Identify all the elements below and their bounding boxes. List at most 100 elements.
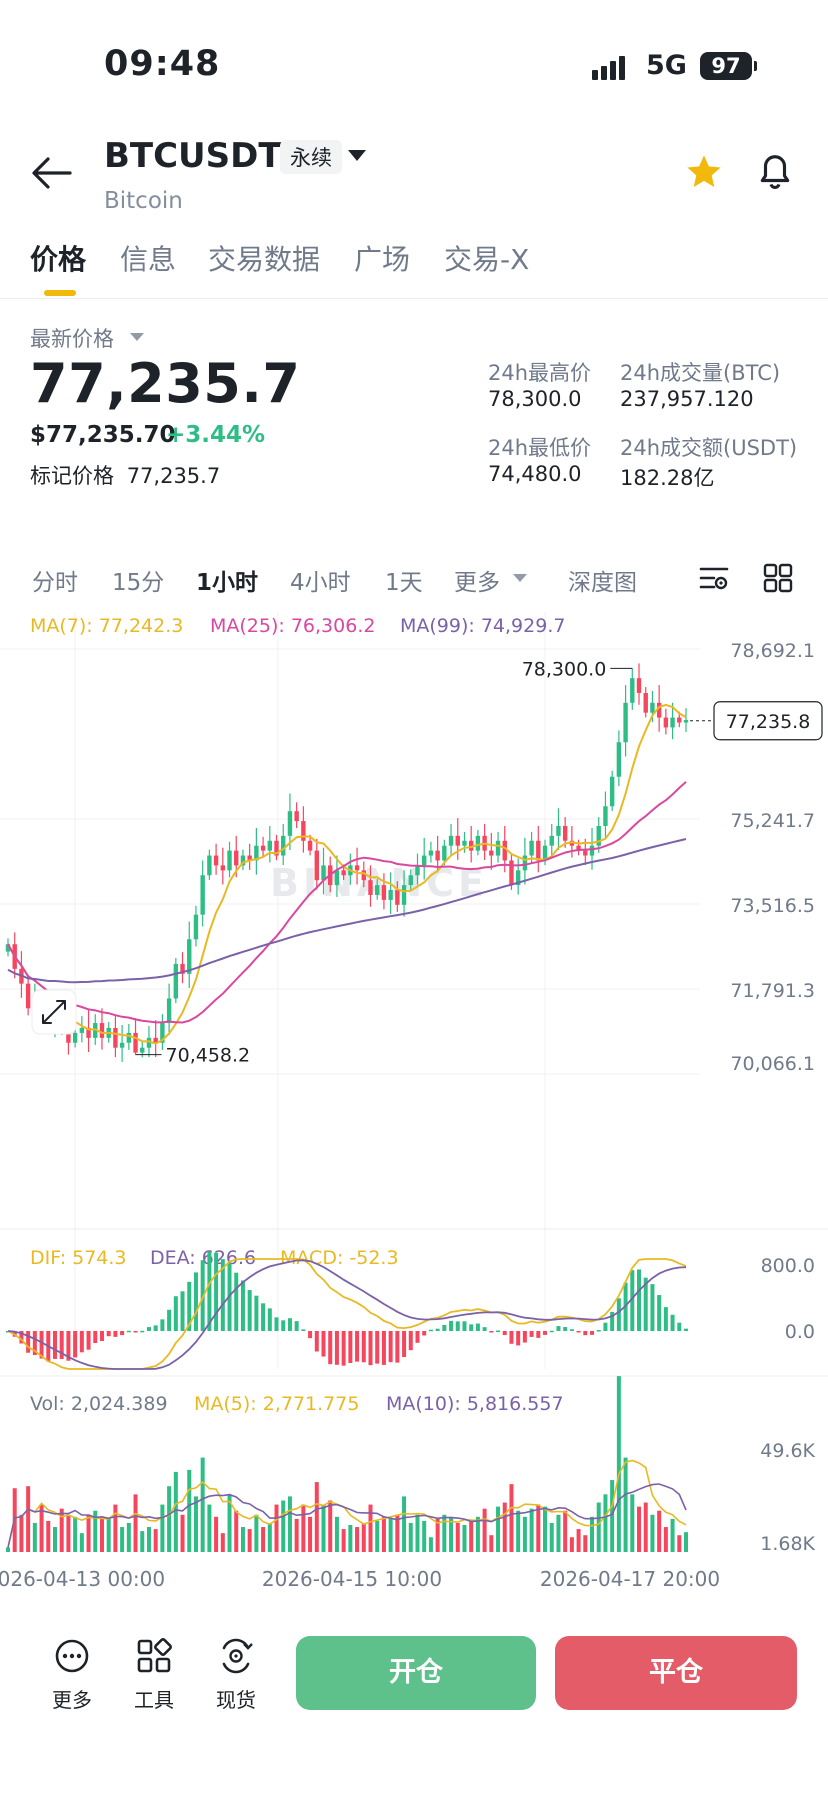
ma25-legend: MA(25): 76,306.2: [210, 615, 375, 637]
timeframe-15m[interactable]: 15分: [112, 570, 165, 596]
candle-body: [556, 825, 561, 836]
candle-body: [616, 742, 622, 777]
candle-body: [428, 850, 434, 856]
open-position-button[interactable]: 开仓: [296, 1636, 536, 1710]
volume-axis-label: 1.68K: [760, 1533, 815, 1555]
dif-line: [7, 1258, 687, 1370]
volume-bar: [173, 1471, 178, 1552]
indicator-settings-icon[interactable]: [698, 562, 730, 594]
volume-bar: [368, 1504, 373, 1552]
candle-body: [193, 914, 199, 940]
macd-histogram-bar: [469, 1324, 474, 1331]
macd-histogram-bar: [19, 1331, 24, 1344]
timeframe-line[interactable]: 分时: [32, 570, 78, 596]
high-value: 78,300.0: [488, 387, 582, 411]
volume-bar: [643, 1502, 648, 1552]
timeframe-4h[interactable]: 4小时: [290, 570, 351, 596]
macd-histogram-bar: [388, 1331, 393, 1363]
volume-bar: [637, 1506, 642, 1552]
candlestick-chart[interactable]: BINANCE MA(7): 77,242.3 MA(25): 76,306.2…: [0, 604, 828, 1594]
volume-bar: [428, 1537, 433, 1552]
macd-histogram-bar: [482, 1327, 487, 1331]
last-price-tag: [713, 701, 823, 741]
star-icon[interactable]: [684, 152, 724, 192]
macd-histogram-bar: [536, 1331, 541, 1338]
volume-bar: [240, 1527, 245, 1552]
macd-histogram-bar: [569, 1329, 574, 1331]
volume-axis: 49.6K 1.68K: [760, 1440, 815, 1555]
ma7-legend: MA(7): 77,242.3: [30, 615, 183, 637]
more-icon[interactable]: [54, 1638, 90, 1674]
candle-body: [596, 825, 601, 846]
tools-label[interactable]: 工具: [134, 1688, 174, 1712]
candle-body: [489, 850, 494, 856]
volume-panel: [6, 1376, 688, 1552]
last-price-label[interactable]: 最新价格: [30, 327, 114, 351]
macd-histogram-bar: [73, 1331, 78, 1358]
chevron-down-icon[interactable]: [130, 333, 144, 341]
tools-icon[interactable]: [136, 1638, 172, 1674]
spot-icon[interactable]: [218, 1638, 254, 1674]
volume-btc-label: 24h成交量(BTC): [620, 361, 781, 385]
macd-histogram-bar: [294, 1321, 299, 1331]
macd-histogram-bar: [133, 1331, 138, 1333]
volume-bar: [650, 1514, 655, 1552]
chevron-down-icon[interactable]: [348, 150, 366, 161]
volume-bar: [73, 1516, 78, 1552]
layout-grid-icon[interactable]: [762, 562, 794, 594]
back-arrow-icon[interactable]: [30, 155, 72, 191]
macd-histogram-bar: [509, 1331, 514, 1344]
macd-histogram-bar: [79, 1331, 84, 1353]
macd-histogram-bar: [670, 1314, 675, 1331]
ma7-line: [7, 703, 687, 1045]
timeframe-1h[interactable]: 1小时: [196, 570, 259, 596]
volume-bar: [26, 1486, 31, 1552]
macd-histogram-bar: [167, 1309, 172, 1331]
price-axis-label: 73,516.5: [730, 895, 815, 917]
battery-icon: 97: [700, 52, 757, 80]
spot-label[interactable]: 现货: [216, 1688, 256, 1712]
candle-body: [522, 855, 528, 871]
volume-bar: [133, 1494, 138, 1552]
candle-body: [388, 890, 393, 900]
volume-bar: [670, 1518, 675, 1552]
close-position-button[interactable]: 平仓: [555, 1636, 797, 1710]
volume-bar: [254, 1514, 259, 1552]
macd-histogram-bar: [502, 1331, 507, 1336]
volume-bar: [308, 1516, 313, 1552]
volume-bar: [395, 1514, 400, 1552]
volume-bar: [657, 1510, 662, 1552]
macd-histogram-bar: [677, 1322, 682, 1331]
volume-bar: [32, 1522, 37, 1552]
macd-histogram-bar: [173, 1296, 178, 1331]
volume-bar: [334, 1516, 339, 1552]
expand-chart-button[interactable]: [31, 989, 77, 1035]
macd-histogram-bar: [442, 1324, 447, 1331]
tab-square[interactable]: 广场: [354, 243, 411, 276]
candle-body: [401, 885, 407, 905]
volume-bar: [684, 1532, 688, 1552]
candle-body: [267, 840, 273, 851]
macd-histogram-bar: [590, 1331, 595, 1335]
tab-info[interactable]: 信息: [120, 243, 177, 276]
tab-trading-data[interactable]: 交易数据: [208, 243, 321, 276]
candle-body: [462, 840, 467, 846]
volume-bar: [66, 1514, 71, 1552]
volume-bar: [361, 1522, 366, 1552]
tab-price[interactable]: 价格: [30, 243, 87, 276]
volume-usdt-value: 182.28亿: [620, 466, 715, 490]
macd-histogram-bar: [234, 1272, 239, 1331]
macd-axis-label: 800.0: [761, 1255, 815, 1277]
chart-grid: [0, 612, 828, 1377]
chevron-down-icon[interactable]: [513, 574, 527, 582]
symbol-title[interactable]: BTCUSDT: [104, 136, 282, 176]
volume-bar: [187, 1469, 192, 1552]
bell-icon[interactable]: [756, 150, 794, 192]
more-label[interactable]: 更多: [52, 1688, 92, 1712]
candle-body: [287, 811, 293, 836]
timeframe-1d[interactable]: 1天: [385, 570, 423, 596]
tab-trade-x[interactable]: 交易-X: [444, 243, 530, 276]
depth-chart-tab[interactable]: 深度图: [568, 570, 637, 596]
volume-bar: [120, 1527, 125, 1552]
timeframe-more[interactable]: 更多: [454, 570, 500, 596]
